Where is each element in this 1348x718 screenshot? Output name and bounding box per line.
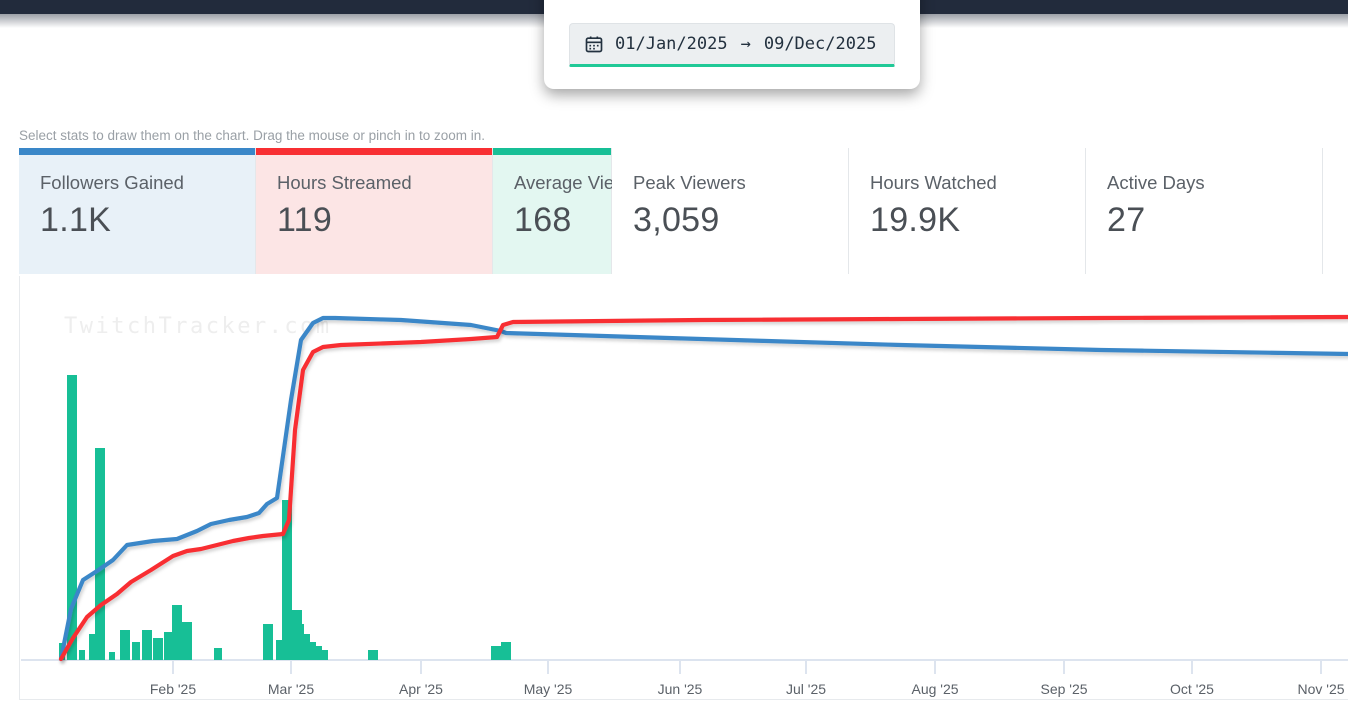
- stat-card-accent-bar: [1086, 148, 1322, 155]
- stat-card-accent-bar: [256, 148, 492, 155]
- date-range-start[interactable]: 01/Jan/2025: [615, 34, 728, 54]
- stats-chart[interactable]: TwitchTracker.com Feb '25 Mar '25 Apr '25 M…: [19, 276, 1348, 700]
- stat-card-value: 1.1K: [40, 201, 112, 239]
- stat-card-label: Hours Streamed: [277, 172, 412, 193]
- stat-card-value: 19.9K: [870, 201, 961, 239]
- stat-card-accent-bar: [849, 148, 1085, 155]
- stat-card-label: Peak Viewers: [633, 172, 746, 193]
- chart-canvas[interactable]: [20, 276, 1348, 700]
- watermark-label: TwitchTracker.com: [64, 314, 332, 339]
- stat-card-average-viewers[interactable]: Average Viewers 168: [493, 148, 653, 274]
- chart-bars-average-viewers[interactable]: [59, 375, 511, 660]
- chart-hint-text: Select stats to draw them on the chart. …: [19, 128, 485, 143]
- stat-card-active-days[interactable]: Active Days 27: [1086, 148, 1323, 274]
- x-axis-tick-label: Oct '25: [1170, 681, 1214, 697]
- x-axis-tick-label: May '25: [523, 681, 573, 697]
- date-range-input[interactable]: 01/Jan/2025 → 09/Dec/2025: [569, 23, 895, 67]
- stat-card-hours-streamed[interactable]: Hours Streamed 119: [256, 148, 493, 274]
- stat-card-label: Active Days: [1107, 172, 1205, 193]
- chart-line-followers-gained[interactable]: [58, 315, 1348, 662]
- x-axis-tick-label: Feb '25: [149, 681, 197, 697]
- x-axis-tick-label: Apr '25: [399, 681, 443, 697]
- date-range-end[interactable]: 09/Dec/2025: [763, 34, 877, 54]
- date-range-panel: 01/Jan/2025 → 09/Dec/2025: [544, 0, 920, 89]
- chart-line-hours-streamed[interactable]: [58, 314, 1348, 662]
- x-axis-tick-label: Jul '25: [785, 681, 827, 697]
- x-axis-tick-label: Aug '25: [911, 681, 959, 697]
- x-axis-tick-label: Nov '25: [1297, 681, 1345, 697]
- stat-card-hours-watched[interactable]: Hours Watched 19.9K: [849, 148, 1086, 274]
- date-range-arrow-icon: →: [740, 34, 751, 54]
- stat-card-value: 3,059: [633, 201, 720, 239]
- stat-card-accent-bar: [493, 148, 611, 155]
- x-axis-tick-label: Sep '25: [1040, 681, 1088, 697]
- stat-card-label: Hours Watched: [870, 172, 997, 193]
- x-axis-group: [21, 659, 1348, 674]
- stat-card-value: 119: [277, 201, 333, 239]
- chart-x-axis: Feb '25 Mar '25 Apr '25 May '25 Jun '25 Jul '…: [20, 276, 1348, 699]
- x-axis-tick-label: Mar '25: [267, 681, 315, 697]
- stat-card-label: Followers Gained: [40, 172, 184, 193]
- stat-card-accent-bar: [19, 148, 255, 155]
- stat-card-value: 27: [1107, 201, 1146, 239]
- stat-card-followers-gained[interactable]: Followers Gained 1.1K: [19, 148, 256, 274]
- calendar-icon: [584, 34, 604, 54]
- stat-card-row: Followers Gained 1.1K Hours Streamed 119 Ave…: [19, 148, 1348, 274]
- stat-card-accent-bar: [612, 148, 848, 155]
- x-axis-tick-label: Jun '25: [657, 681, 703, 697]
- stat-card-peak-viewers[interactable]: Peak Viewers 3,059: [612, 148, 849, 274]
- stat-card-value: 168: [514, 201, 572, 239]
